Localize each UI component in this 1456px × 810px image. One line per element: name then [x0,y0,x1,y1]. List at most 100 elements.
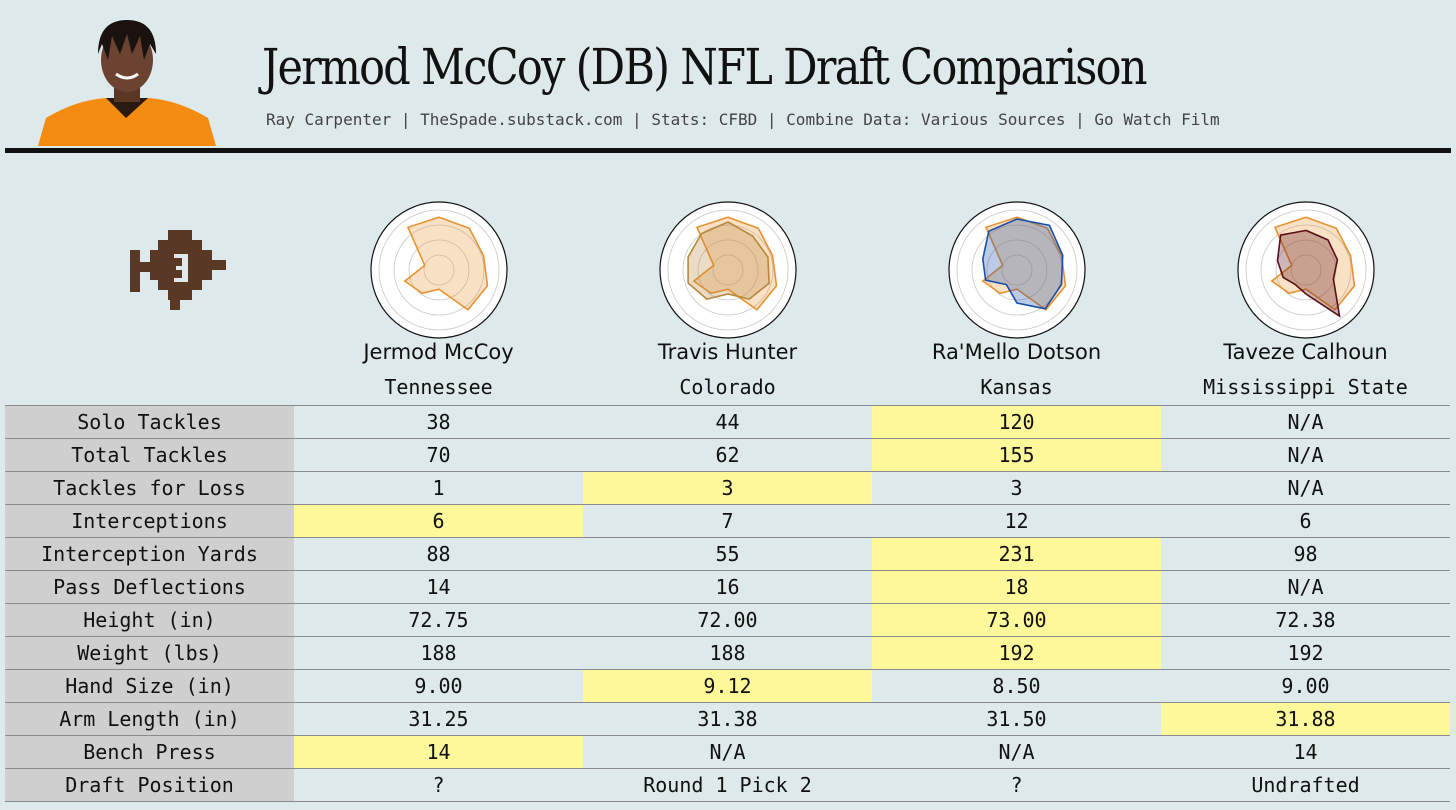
player-name: Travis Hunter [657,340,798,364]
table-cell: 9.00 [294,669,583,703]
player-name: Jermod McCoy [363,340,514,364]
table-cell: N/A [583,735,872,769]
stats-table: Solo Tackles 38 44 120 N/A Total Tackles 70 62 1… [5,405,1450,802]
table-cell: 14 [1161,735,1450,769]
page-subtitle: Ray Carpenter | TheSpade.substack.com | … [266,110,1220,129]
table-cell: 31.38 [583,702,872,736]
row-label: Interception Yards [5,537,294,571]
table-cell: 192 [1161,636,1450,670]
radar-series-reference [981,216,1067,311]
radar-gridline [682,224,774,316]
table-row: Pass Deflections 14 16 18 N/A [5,570,1450,604]
table-row: Arm Length (in) 31.25 31.38 31.50 31.88 [5,702,1450,736]
table-cell: 9.00 [1161,669,1450,703]
table-cell: 6 [1161,504,1450,538]
player-name: Ra'Mello Dotson [931,340,1102,364]
row-label: Interceptions [5,504,294,538]
table-cell: 31.88 [1161,702,1450,736]
table-row: Interceptions 6 7 12 6 [5,504,1450,538]
table-cell: 98 [1161,537,1450,571]
spade-logo-icon [130,230,226,310]
table-row: Height (in) 72.75 72.00 73.00 72.38 [5,603,1450,637]
table-cell: 8.50 [872,669,1161,703]
table-cell: 192 [872,636,1161,670]
table-cell: 188 [583,636,872,670]
table-row: Interception Yards 88 55 231 98 [5,537,1450,571]
table-cell: 188 [294,636,583,670]
table-cell: 9.12 [583,669,872,703]
table-cell: Round 1 Pick 2 [583,768,872,802]
row-label: Hand Size (in) [5,669,294,703]
player-school: Kansas [980,375,1053,399]
radar-gridline [1260,224,1352,316]
table-cell: 1 [294,471,583,505]
radar-series-comparison [687,221,770,300]
row-label: Total Tackles [5,438,294,472]
player-headshot [38,20,216,146]
table-row: Hand Size (in) 9.00 9.12 8.50 9.00 [5,669,1450,703]
radar-gridline [1290,254,1322,286]
radar-gridline [408,239,470,301]
header-divider [5,148,1451,153]
radar-gridline [393,224,485,316]
radar-gridline [712,254,744,286]
table-cell: 12 [872,504,1161,538]
radar-gridline [378,209,500,331]
row-label: Weight (lbs) [5,636,294,670]
radar-series-reference [1270,216,1356,311]
radar-series-comparison [1276,229,1341,318]
radar-chart-taveze-calhoun [1237,201,1375,339]
table-cell: 72.38 [1161,603,1450,637]
player-name: Taveze Calhoun [1223,340,1388,364]
table-cell: 6 [294,504,583,538]
table-cell: 7 [583,504,872,538]
table-cell: 3 [583,471,872,505]
radar-chart-jermod-mccoy [370,201,508,339]
row-label: Pass Deflections [5,570,294,604]
table-cell: ? [872,768,1161,802]
table-cell: 72.00 [583,603,872,637]
table-row: Solo Tackles 38 44 120 N/A [5,405,1450,439]
table-cell: N/A [1161,438,1450,472]
table-cell: N/A [872,735,1161,769]
row-label: Draft Position [5,768,294,802]
table-cell: N/A [1161,405,1450,439]
table-cell: 72.75 [294,603,583,637]
row-label: Solo Tackles [5,405,294,439]
radar-gridline [956,209,1078,331]
table-cell: 31.25 [294,702,583,736]
row-label: Height (in) [5,603,294,637]
radar-series-reference [403,216,489,311]
table-cell: 231 [872,537,1161,571]
table-cell: 55 [583,537,872,571]
table-row: Weight (lbs) 188 188 192 192 [5,636,1450,670]
table-cell: ? [294,768,583,802]
table-cell: 18 [872,570,1161,604]
radar-gridline [986,239,1048,301]
player-school: Tennessee [384,375,493,399]
table-row: Tackles for Loss 1 3 3 N/A [5,471,1450,505]
radar-gridline [423,254,455,286]
row-label: Arm Length (in) [5,702,294,736]
page-title: Jermod McCoy (DB) NFL Draft Comparison [262,38,1148,96]
table-row: Bench Press 14 N/A N/A 14 [5,735,1450,769]
player-school: Mississippi State [1203,375,1408,399]
radar-gridline [697,239,759,301]
table-cell: 73.00 [872,603,1161,637]
radar-gridline [1245,209,1367,331]
table-row: Draft Position? Round 1 Pick 2? Undrafted [5,768,1450,802]
table-cell: 31.50 [872,702,1161,736]
table-cell: N/A [1161,570,1450,604]
player-school: Colorado [679,375,776,399]
table-cell: 14 [294,570,583,604]
radar-gridline [1001,254,1033,286]
table-cell: Undrafted [1161,768,1450,802]
table-row: Total Tackles 70 62 155 N/A [5,438,1450,472]
row-label: Bench Press [5,735,294,769]
table-cell: 88 [294,537,583,571]
table-cell: 70 [294,438,583,472]
radar-series-comparison [981,218,1064,310]
table-cell: 44 [583,405,872,439]
radar-chart-travis-hunter [659,201,797,339]
table-cell: N/A [1161,471,1450,505]
